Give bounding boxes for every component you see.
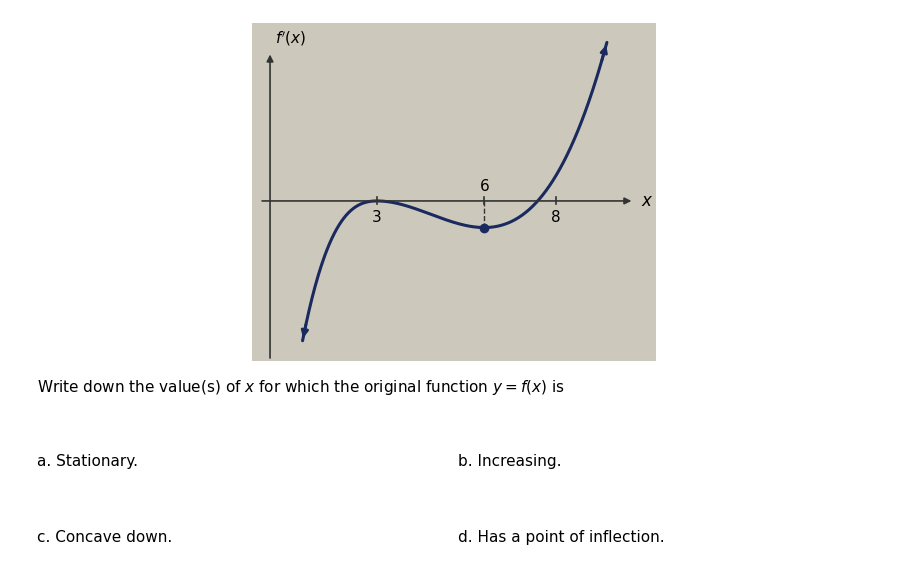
Text: 3: 3	[372, 210, 382, 225]
Text: c. Concave down.: c. Concave down.	[37, 530, 171, 545]
Text: $f'(x)$: $f'(x)$	[275, 30, 307, 48]
Text: a. Stationary.: a. Stationary.	[37, 454, 138, 469]
Text: $x$: $x$	[641, 192, 654, 210]
Text: 6: 6	[480, 179, 489, 194]
Text: b. Increasing.: b. Increasing.	[458, 454, 562, 469]
Text: d. Has a point of inflection.: d. Has a point of inflection.	[458, 530, 665, 545]
Text: 8: 8	[551, 210, 560, 225]
Text: Write down the value(s) of $x$ for which the original function $y = f(x)$ is: Write down the value(s) of $x$ for which…	[37, 378, 564, 398]
